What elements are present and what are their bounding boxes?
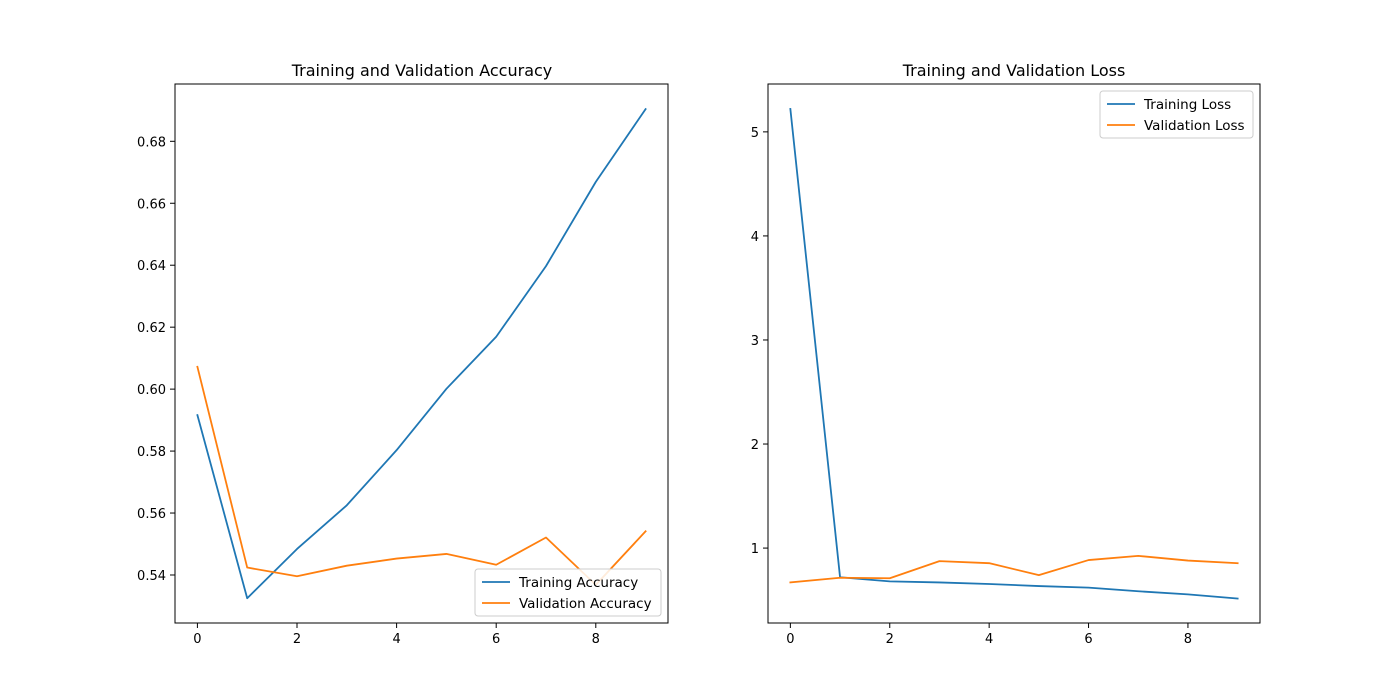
- loss-series-line-training: [789, 107, 1239, 600]
- loss-chart: Training and Validation Loss 0 2 4 6 8 1 2 3 4 5 T…: [751, 61, 1261, 647]
- loss-y-tick-label: 2: [751, 438, 759, 453]
- accuracy-y-tick-label: 0.62: [137, 321, 166, 336]
- accuracy-x-tick-label: 0: [193, 632, 201, 647]
- accuracy-series-line-training: [196, 107, 647, 600]
- loss-x-tick-label: 8: [1184, 632, 1192, 647]
- loss-legend-box: [1099, 90, 1254, 139]
- accuracy-y-tick-label: 0.68: [137, 135, 166, 150]
- accuracy-legend-label: Training Accuracy: [518, 575, 638, 591]
- accuracy-y-tick-label: 0.56: [137, 507, 166, 522]
- accuracy-y-tick-label: 0.54: [137, 569, 166, 584]
- loss-y-tick-label: 4: [751, 230, 759, 245]
- loss-legend: Training Loss Validation Loss: [1099, 90, 1254, 139]
- loss-series-line-validation: [789, 554, 1239, 584]
- loss-chart-title: Training and Validation Loss: [902, 61, 1126, 80]
- accuracy-legend-label: Validation Accuracy: [519, 596, 652, 612]
- accuracy-legend: Training Accuracy Validation Accuracy: [474, 568, 662, 617]
- accuracy-series-line-validation: [196, 365, 647, 586]
- loss-y-tick-label: 1: [751, 542, 759, 557]
- loss-plot-area: [767, 83, 1261, 624]
- loss-y-tick-label: 5: [751, 126, 759, 141]
- accuracy-legend-box: [474, 568, 662, 617]
- accuracy-y-tick-label: 0.58: [137, 445, 166, 460]
- accuracy-x-tick-label: 2: [293, 632, 301, 647]
- loss-x-tick-label: 0: [786, 632, 794, 647]
- accuracy-y-tick-label: 0.64: [137, 259, 166, 274]
- accuracy-y-tick-label: 0.60: [137, 383, 166, 398]
- accuracy-chart-title: Training and Validation Accuracy: [291, 61, 553, 80]
- loss-legend-label: Validation Loss: [1144, 118, 1245, 134]
- loss-x-tick-label: 4: [985, 632, 993, 647]
- accuracy-x-tick-label: 6: [492, 632, 500, 647]
- loss-x-tick-label: 6: [1084, 632, 1092, 647]
- accuracy-y-tick-label: 0.66: [137, 197, 166, 212]
- loss-y-tick-label: 3: [751, 334, 759, 349]
- loss-x-tick-label: 2: [886, 632, 894, 647]
- accuracy-plot-area: [174, 83, 669, 624]
- accuracy-chart: Training and Validation Accuracy 0 2 4 6 8 0.…: [137, 61, 669, 647]
- loss-legend-label: Training Loss: [1143, 97, 1231, 113]
- accuracy-x-tick-label: 4: [392, 632, 400, 647]
- accuracy-x-tick-label: 8: [592, 632, 600, 647]
